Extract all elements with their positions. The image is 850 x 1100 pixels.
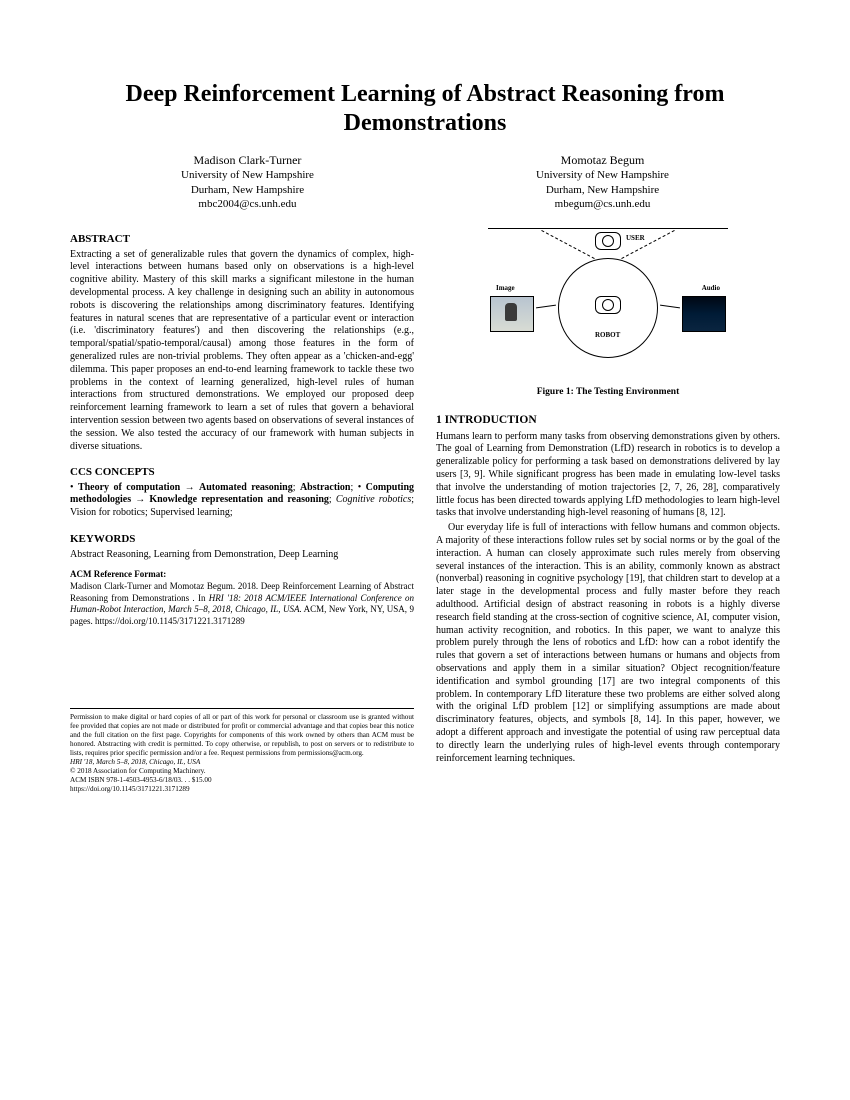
ref-format-head: ACM Reference Format: [70, 569, 166, 579]
arrow-icon [660, 305, 680, 309]
figure-diagram: USER ROBOT Image Audio [478, 228, 738, 378]
figure-caption: Figure 1: The Testing Environment [436, 386, 780, 398]
right-column: USER ROBOT Image Audio Figure 1: The Tes… [436, 228, 780, 793]
doi-line: https://doi.org/10.1145/3171221.3171289 [70, 785, 190, 793]
user-label: USER [626, 234, 645, 243]
copyright-line: © 2018 Association for Computing Machine… [70, 767, 206, 775]
permission-text: Permission to make digital or hard copie… [70, 713, 414, 757]
author-affil: University of New Hampshire [181, 168, 314, 183]
reference-format: ACM Reference Format: Madison Clark-Turn… [70, 569, 414, 627]
isbn-line: ACM ISBN 978-1-4503-4953-6/18/03. . . $1… [70, 776, 212, 784]
author-affil: University of New Hampshire [536, 168, 669, 183]
robot-camera-icon [595, 296, 621, 314]
author-loc: Durham, New Hampshire [181, 183, 314, 198]
authors-block: Madison Clark-Turner University of New H… [70, 152, 780, 213]
user-camera-icon [595, 232, 621, 250]
image-label: Image [496, 284, 515, 293]
author-loc: Durham, New Hampshire [536, 183, 669, 198]
image-thumbnail [490, 296, 534, 332]
figure-1: USER ROBOT Image Audio Figure 1: The Tes… [436, 228, 780, 398]
abstract-heading: ABSTRACT [70, 232, 414, 246]
introduction-heading: 1 INTRODUCTION [436, 413, 780, 428]
robot-label: ROBOT [595, 331, 620, 340]
abstract-text: Extracting a set of generalizable rules … [70, 249, 414, 454]
paper-title: Deep Reinforcement Learning of Abstract … [70, 80, 780, 138]
ccs-heading: CCS CONCEPTS [70, 465, 414, 479]
dash-line [541, 230, 594, 259]
conference-line: HRI '18, March 5–8, 2018, Chicago, IL, U… [70, 758, 200, 766]
audio-thumbnail [682, 296, 726, 332]
permission-block: Permission to make digital or hard copie… [70, 708, 414, 794]
ccs-text: • Theory of computation → Automated reas… [70, 482, 414, 520]
author-name: Madison Clark-Turner [181, 152, 314, 168]
keywords-text: Abstract Reasoning, Learning from Demons… [70, 548, 414, 561]
intro-paragraph-2: Our everyday life is full of interaction… [436, 522, 780, 765]
author-email: mbc2004@cs.unh.edu [181, 197, 314, 212]
arrow-icon [536, 305, 556, 309]
audio-label: Audio [702, 284, 720, 293]
author-2: Momotaz Begum University of New Hampshir… [536, 152, 669, 213]
author-email: mbegum@cs.unh.edu [536, 197, 669, 212]
author-1: Madison Clark-Turner University of New H… [181, 152, 314, 213]
intro-paragraph-1: Humans learn to perform many tasks from … [436, 431, 780, 521]
left-column: ABSTRACT Extracting a set of generalizab… [70, 228, 414, 793]
keywords-heading: KEYWORDS [70, 532, 414, 546]
figure-top-line [488, 228, 728, 229]
author-name: Momotaz Begum [536, 152, 669, 168]
